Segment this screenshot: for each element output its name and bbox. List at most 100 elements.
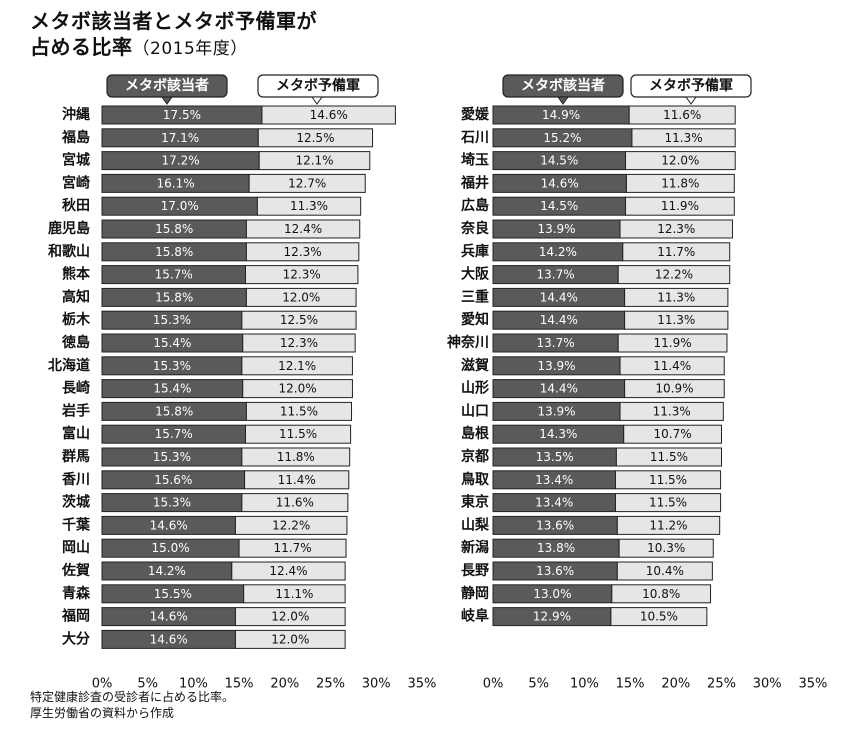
- x-tick-label: 10%: [570, 677, 599, 692]
- category-label: 京都: [461, 448, 489, 465]
- legend-pointer: [685, 96, 697, 105]
- data-label-reserve: 12.3%: [657, 222, 695, 236]
- bar-reserve: [625, 196, 735, 216]
- bar-reserve: [610, 607, 708, 627]
- bar-reserve: [622, 242, 731, 262]
- data-label-reserve: 12.0%: [271, 632, 309, 646]
- data-label-reserve: 11.4%: [278, 473, 316, 487]
- data-label-reserve: 11.7%: [274, 541, 312, 555]
- data-label-metabo: 15.8%: [155, 404, 193, 418]
- data-label-metabo: 13.6%: [536, 564, 574, 578]
- data-label-metabo: 14.4%: [540, 290, 578, 304]
- data-label-reserve: 14.6%: [310, 108, 348, 122]
- category-label: 福井: [460, 174, 489, 191]
- bar-reserve: [614, 470, 722, 490]
- x-tick-label: 10%: [179, 677, 208, 692]
- data-label-reserve: 12.1%: [278, 359, 316, 373]
- source-note-1: 特定健康診査の受診者に占める比率。: [30, 690, 235, 704]
- data-label-reserve: 12.0%: [282, 290, 320, 304]
- category-label: 長崎: [62, 380, 90, 397]
- x-tick-label: 35%: [798, 677, 827, 692]
- category-label: 埼玉: [461, 152, 489, 169]
- category-label: 山口: [461, 403, 489, 419]
- data-label-reserve: 11.5%: [650, 450, 688, 464]
- bar-reserve: [242, 333, 356, 353]
- category-label: 長野: [461, 563, 489, 579]
- category-label: 岡山: [62, 540, 90, 556]
- data-label-metabo: 14.2%: [539, 245, 577, 259]
- data-label-reserve: 11.3%: [290, 199, 328, 213]
- data-label-reserve: 12.2%: [655, 268, 693, 282]
- bar-reserve: [245, 401, 353, 421]
- data-label-reserve: 11.8%: [277, 450, 315, 464]
- data-label-reserve: 12.3%: [280, 336, 318, 350]
- category-label: 北海道: [48, 357, 90, 374]
- data-label-reserve: 11.3%: [657, 313, 695, 327]
- x-tick-label: 5%: [528, 677, 549, 692]
- bar-reserve: [242, 379, 353, 399]
- category-label: 山梨: [461, 516, 490, 533]
- x-tick-label: 15%: [616, 677, 645, 692]
- bar-reserve: [625, 173, 735, 193]
- category-label: 東京: [461, 494, 489, 511]
- data-label-reserve: 10.3%: [647, 541, 685, 555]
- category-label: 高知: [62, 288, 90, 305]
- data-label-reserve: 11.5%: [649, 473, 687, 487]
- bar-reserve: [624, 379, 725, 399]
- legend-label: メタボ予備軍: [649, 77, 733, 94]
- data-label-metabo: 13.9%: [537, 222, 575, 236]
- data-label-metabo: 14.3%: [539, 427, 577, 441]
- data-label-reserve: 11.3%: [653, 404, 691, 418]
- data-label-metabo: 15.0%: [151, 541, 189, 555]
- bar-reserve: [623, 424, 723, 444]
- data-label-metabo: 15.4%: [153, 336, 191, 350]
- x-tick-label: 15%: [225, 677, 254, 692]
- data-label-metabo: 13.4%: [535, 496, 573, 510]
- data-label-metabo: 14.4%: [540, 313, 578, 327]
- category-label: 岩手: [61, 402, 90, 419]
- data-label-metabo: 14.6%: [150, 632, 188, 646]
- data-label-reserve: 11.7%: [657, 245, 695, 259]
- data-label-reserve: 12.3%: [284, 245, 322, 259]
- bar-reserve: [616, 515, 721, 535]
- category-label: 兵庫: [461, 243, 489, 260]
- bar-reserve: [245, 287, 357, 307]
- category-label: 茨城: [62, 494, 90, 511]
- bar-reserve: [234, 515, 348, 535]
- data-label-metabo: 15.7%: [155, 268, 193, 282]
- data-label-reserve: 11.4%: [653, 359, 691, 373]
- data-label-reserve: 11.9%: [661, 199, 699, 213]
- category-label: 石川: [460, 130, 489, 146]
- data-label-reserve: 12.5%: [296, 131, 334, 145]
- data-label-metabo: 12.9%: [533, 610, 571, 624]
- data-label-metabo: 17.2%: [162, 154, 200, 168]
- legend-label: メタボ該当者: [521, 77, 605, 94]
- category-label: 奈良: [460, 220, 489, 237]
- data-label-metabo: 15.8%: [155, 222, 193, 236]
- bar-reserve: [234, 607, 346, 627]
- title-main: 占める比率: [30, 35, 133, 59]
- bar-reserve: [616, 561, 713, 581]
- category-label: 福岡: [61, 608, 90, 625]
- data-label-reserve: 12.0%: [271, 610, 309, 624]
- x-tick-label: 5%: [137, 677, 158, 692]
- data-label-reserve: 11.3%: [665, 131, 703, 145]
- data-label-reserve: 12.7%: [288, 176, 326, 190]
- data-label-metabo: 15.4%: [153, 382, 191, 396]
- data-label-metabo: 14.5%: [540, 154, 578, 168]
- data-label-reserve: 12.4%: [284, 222, 322, 236]
- data-label-metabo: 16.1%: [157, 176, 195, 190]
- data-label-metabo: 14.5%: [540, 199, 578, 213]
- category-label: 鳥取: [461, 471, 490, 488]
- category-label: 大阪: [461, 266, 490, 283]
- data-label-metabo: 14.6%: [150, 518, 188, 532]
- bar-reserve: [248, 173, 366, 193]
- source-note-2: 厚生労働省の資料から作成: [30, 706, 175, 720]
- data-label-metabo: 13.7%: [537, 268, 575, 282]
- data-label-reserve: 10.9%: [655, 382, 693, 396]
- bar-reserve: [241, 493, 349, 513]
- category-label: 栃木: [62, 311, 91, 328]
- legend-pointer: [161, 96, 173, 105]
- x-tick-label: 25%: [707, 677, 736, 692]
